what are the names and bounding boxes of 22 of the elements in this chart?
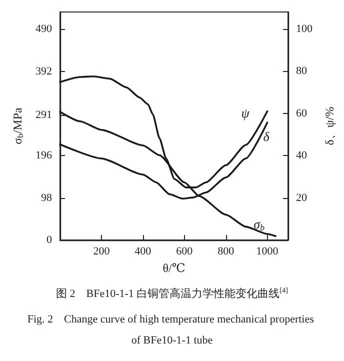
y2-tick-label: 60 [296, 107, 308, 120]
x-tick-label: 800 [218, 246, 235, 258]
x-tick-label: 400 [134, 246, 152, 258]
y2-tick-label: 100 [296, 22, 313, 35]
text: Fig. 2 Change curve of high temperature mechanical properties of BFe10-1-1 tube [27, 314, 317, 346]
x-tick-label: 200 [93, 246, 110, 258]
series-label: δ [263, 129, 270, 144]
y-tick-label: 490 [36, 23, 52, 36]
y-tick-label: 392 [36, 65, 52, 78]
x-tick-label: 600 [176, 246, 194, 258]
y2-tick-label: 40 [296, 150, 308, 162]
x-axis-title: θ/℃ [162, 260, 186, 275]
y2-tick-label: 80 [296, 65, 308, 78]
y-tick-label: 291 [36, 108, 52, 121]
series-label: ψ [241, 106, 250, 121]
y2-axis-title: δ、ψ/% [322, 106, 336, 146]
x-tick-label: 1000 [256, 246, 279, 258]
y-axis-title: σb/MPa [10, 107, 26, 144]
y2-tick-label: 20 [296, 192, 308, 204]
y-tick-label: 98 [41, 192, 52, 204]
y-tick-label: 0 [46, 234, 52, 246]
y-tick-label: 196 [36, 150, 52, 162]
